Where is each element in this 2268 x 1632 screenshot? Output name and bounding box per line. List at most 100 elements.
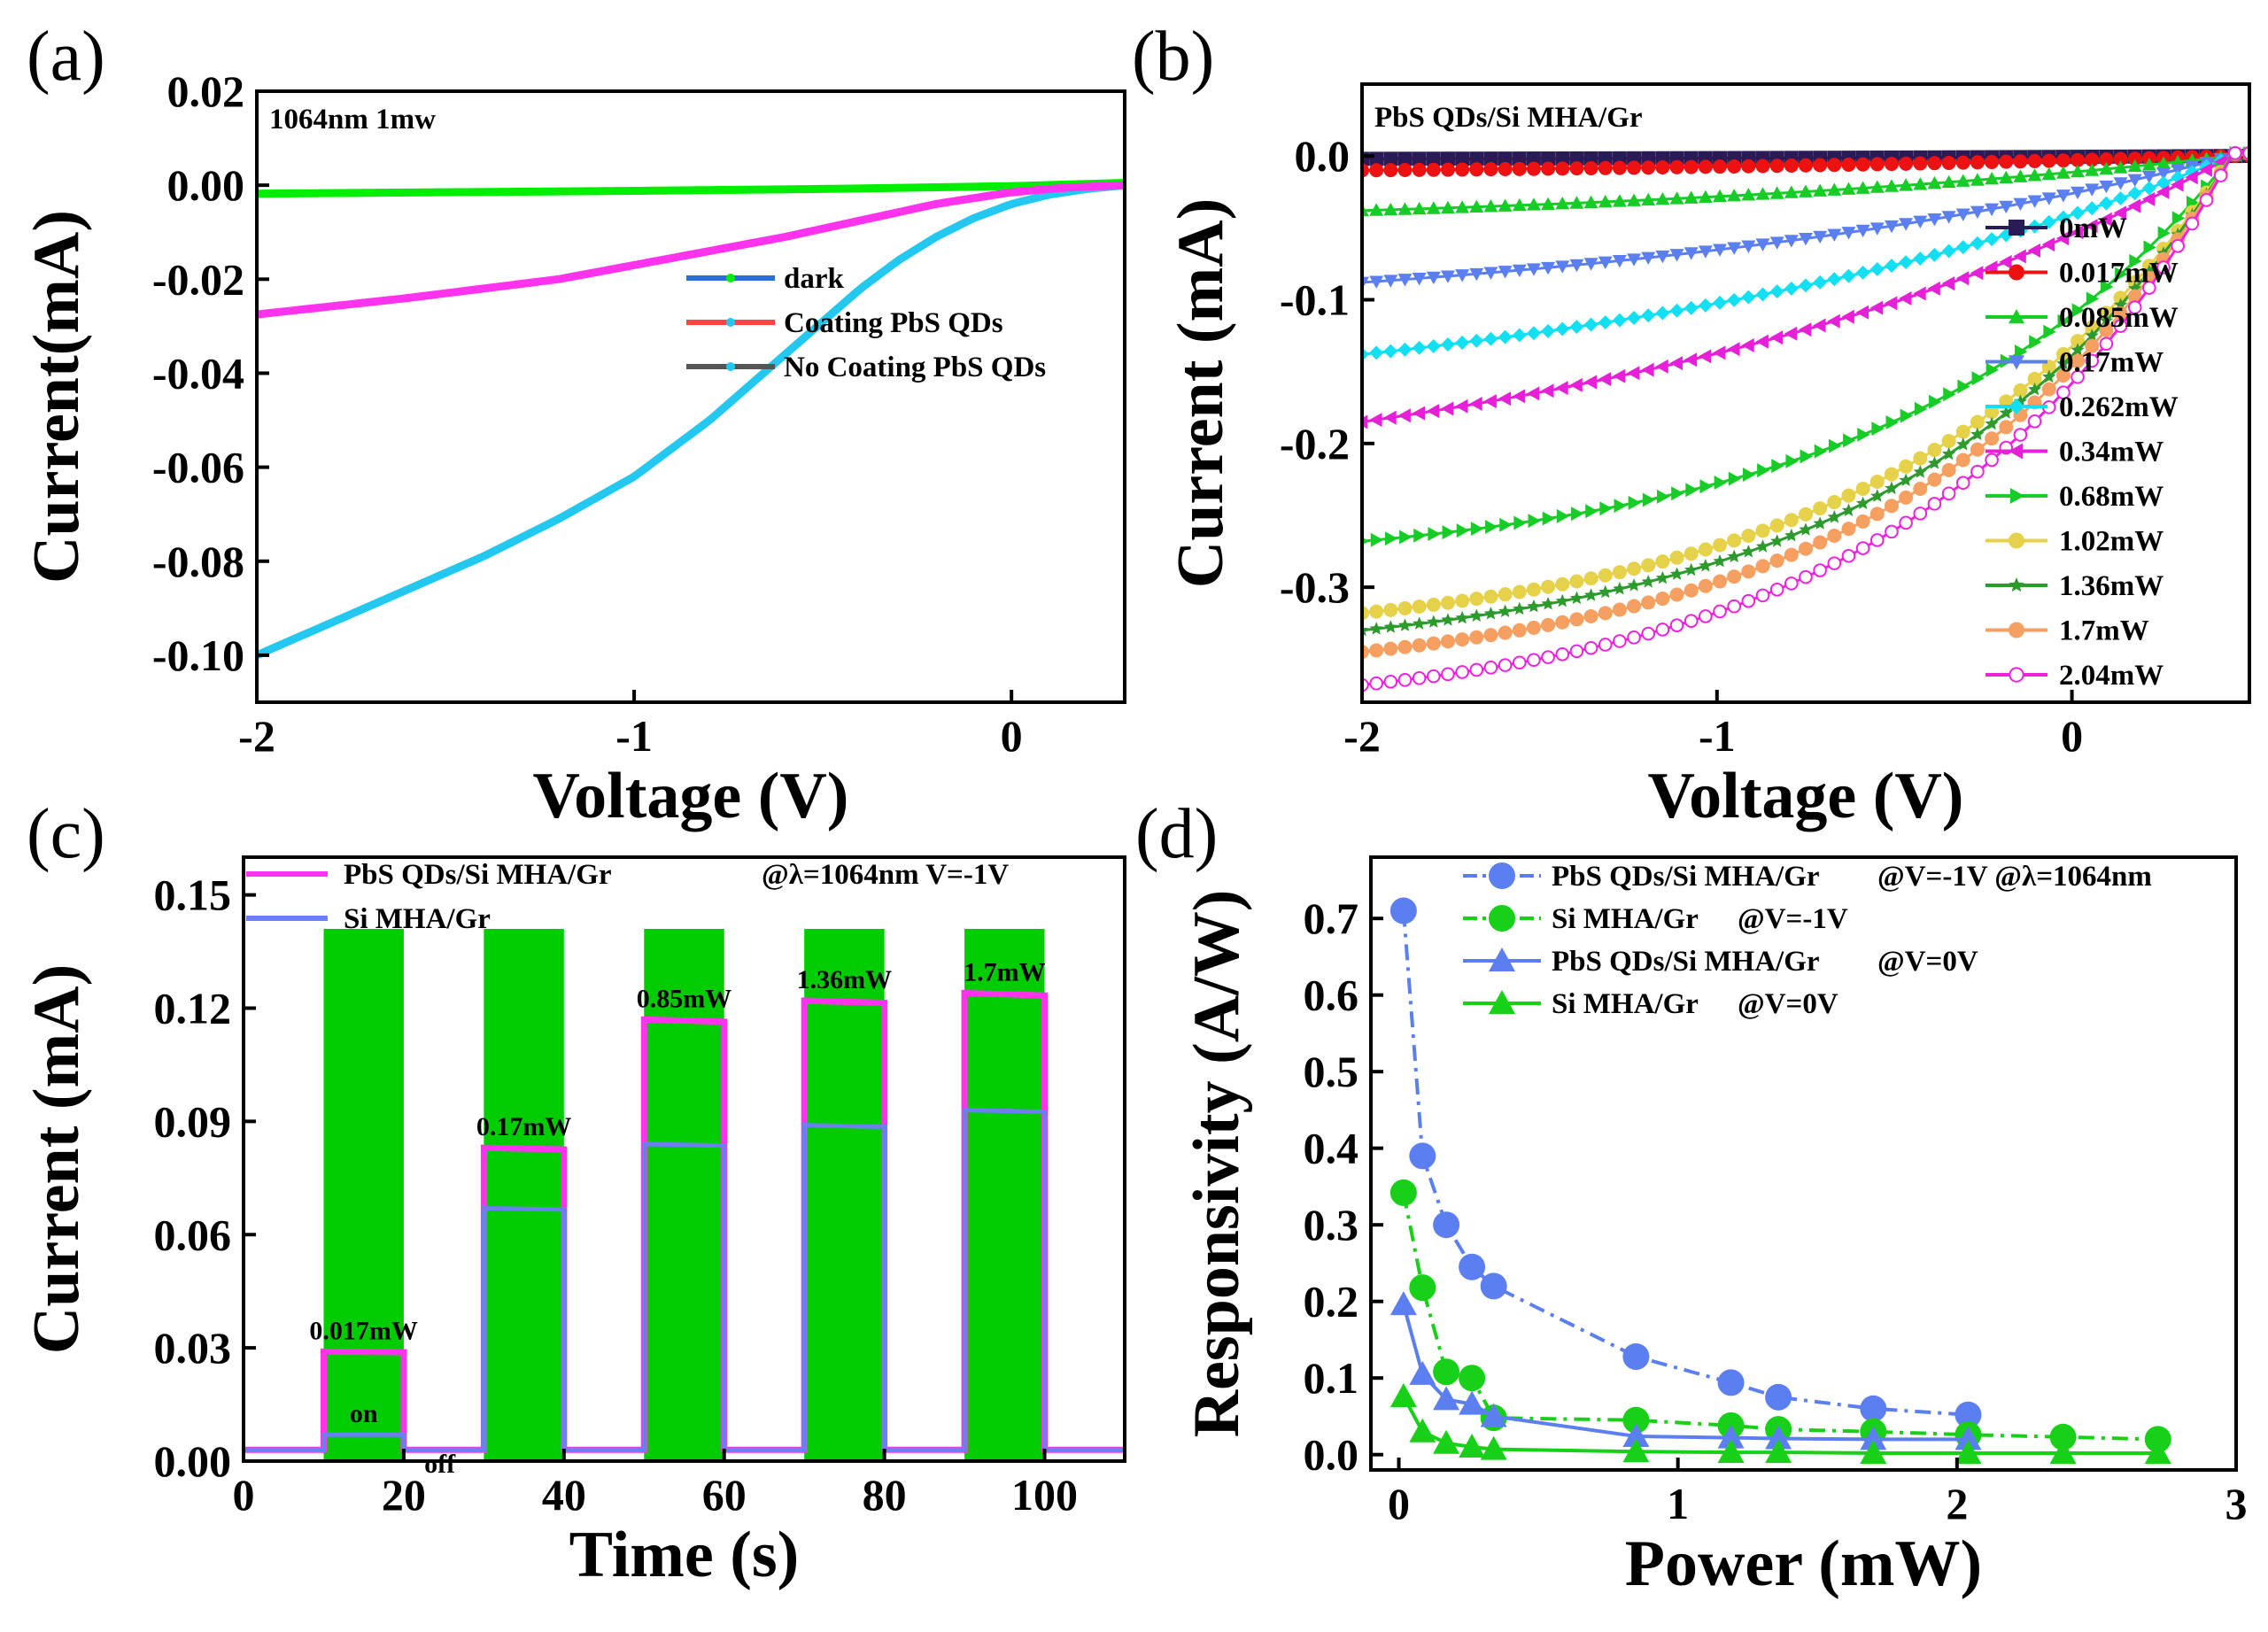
series-marker xyxy=(1641,595,1656,610)
series-marker xyxy=(1755,588,1770,603)
y-tick-label: 0.15 xyxy=(154,870,232,920)
series-marker xyxy=(1397,639,1413,654)
series-marker xyxy=(1813,318,1826,333)
series-marker xyxy=(1469,608,1483,623)
series-marker xyxy=(1512,389,1526,404)
series-marker xyxy=(1440,336,1455,352)
series-marker xyxy=(1927,175,1942,189)
x-tick-label: 60 xyxy=(702,1470,747,1520)
series-marker xyxy=(2129,253,2142,268)
series-marker xyxy=(1512,328,1527,343)
data-point xyxy=(1433,1211,1460,1239)
series-marker xyxy=(1612,254,1627,268)
series-marker xyxy=(2100,279,2114,294)
legend-marker xyxy=(2009,667,2024,683)
legend-condition: @V=-1V xyxy=(1738,903,1848,935)
series-marker xyxy=(1698,189,1713,204)
y-tick-label: -0.2 xyxy=(1280,419,1350,468)
series-marker xyxy=(1713,244,1728,257)
series-marker xyxy=(1369,413,1382,428)
series-2 xyxy=(1389,1291,1982,1450)
series-marker xyxy=(1583,571,1598,586)
data-point xyxy=(1765,1439,1792,1464)
series-marker xyxy=(1412,162,1427,177)
series-marker xyxy=(1869,300,1884,315)
series-marker xyxy=(1799,233,1813,246)
series-marker xyxy=(1741,338,1754,353)
series-marker xyxy=(1641,251,1656,266)
y-tick-label: -0.06 xyxy=(152,443,244,492)
series-marker xyxy=(1370,532,1384,547)
series-marker xyxy=(1869,180,1885,193)
data-point xyxy=(1433,1429,1460,1454)
data-point xyxy=(1433,1386,1460,1411)
series-marker xyxy=(2085,201,2100,216)
series-marker xyxy=(1583,317,1598,332)
series-marker xyxy=(1884,499,1899,514)
series-marker xyxy=(1455,151,1470,166)
legend-marker xyxy=(2009,532,2024,549)
series-marker xyxy=(2013,197,2028,212)
series-marker xyxy=(1569,196,1584,209)
x-tick-label: 2 xyxy=(1946,1479,1968,1528)
panel-a: (a) -2 -1 0 0.02 0.00 -0.02 -0.04 -0.06 -0.08 -0.1… xyxy=(20,18,1126,832)
y-tick-label: 0.09 xyxy=(154,1096,232,1146)
chart-title: 1064nm 1mw xyxy=(269,104,436,135)
series-marker xyxy=(1541,323,1556,338)
series-marker xyxy=(1498,604,1513,617)
series-marker xyxy=(2056,356,2071,370)
series-marker xyxy=(1684,583,1699,598)
series-marker xyxy=(1941,462,1956,477)
legend-label: Si MHA/Gr xyxy=(344,903,491,935)
series-marker xyxy=(1799,278,1813,293)
data-point xyxy=(1459,1390,1486,1415)
series-marker xyxy=(2099,212,2112,227)
series-marker xyxy=(1955,424,1970,439)
y-tick-label: 0.12 xyxy=(154,984,232,1033)
on-annotation: on xyxy=(350,1399,378,1428)
series-marker xyxy=(2141,158,2156,171)
series-marker xyxy=(1927,456,1942,469)
series-marker xyxy=(1999,200,2014,214)
series-marker xyxy=(1440,200,1455,214)
series-marker xyxy=(2113,191,2128,206)
x-tick-label: 40 xyxy=(542,1470,586,1520)
series-marker xyxy=(1927,247,1942,262)
y-tick-label: 0.0 xyxy=(1304,1430,1359,1480)
series-marker xyxy=(1755,238,1770,251)
legend-marker xyxy=(2009,443,2024,460)
series-marker xyxy=(1655,570,1669,584)
series-marker xyxy=(1369,604,1384,619)
on-band-3 xyxy=(804,928,885,1461)
series-marker xyxy=(1542,511,1556,526)
series-marker xyxy=(1555,647,1570,661)
data-point xyxy=(1389,1291,1417,1316)
series-marker xyxy=(1656,489,1670,504)
series-marker xyxy=(2085,329,2099,342)
legend-label: 0.34mW xyxy=(2059,437,2164,468)
data-point xyxy=(1480,1403,1507,1427)
series-marker xyxy=(1469,592,1484,607)
series-marker xyxy=(1684,562,1699,576)
series-marker xyxy=(2099,161,2114,175)
legend-marker xyxy=(2009,577,2024,592)
series-marker xyxy=(1512,264,1527,278)
data-point xyxy=(1955,1401,1982,1428)
series-marker xyxy=(1441,613,1455,626)
on-band-4 xyxy=(964,928,1045,1461)
series-marker xyxy=(1569,644,1584,659)
series-marker xyxy=(1655,592,1670,607)
series-marker xyxy=(1669,356,1683,371)
series-marker xyxy=(1741,290,1756,305)
series-marker xyxy=(1956,437,1970,451)
plot-frame xyxy=(242,855,1126,1463)
legend-swatch-marker xyxy=(726,274,735,282)
panel-label: (d) xyxy=(1135,795,1218,873)
series-marker xyxy=(1741,159,1756,174)
x-tick-label: 80 xyxy=(863,1470,907,1520)
series-marker xyxy=(2156,260,2171,275)
series-marker xyxy=(1855,181,1870,194)
legend-label: No Coating PbS QDs xyxy=(784,352,1046,383)
series-marker xyxy=(1569,591,1584,605)
power-label-1: 0.17mW xyxy=(476,1112,572,1141)
